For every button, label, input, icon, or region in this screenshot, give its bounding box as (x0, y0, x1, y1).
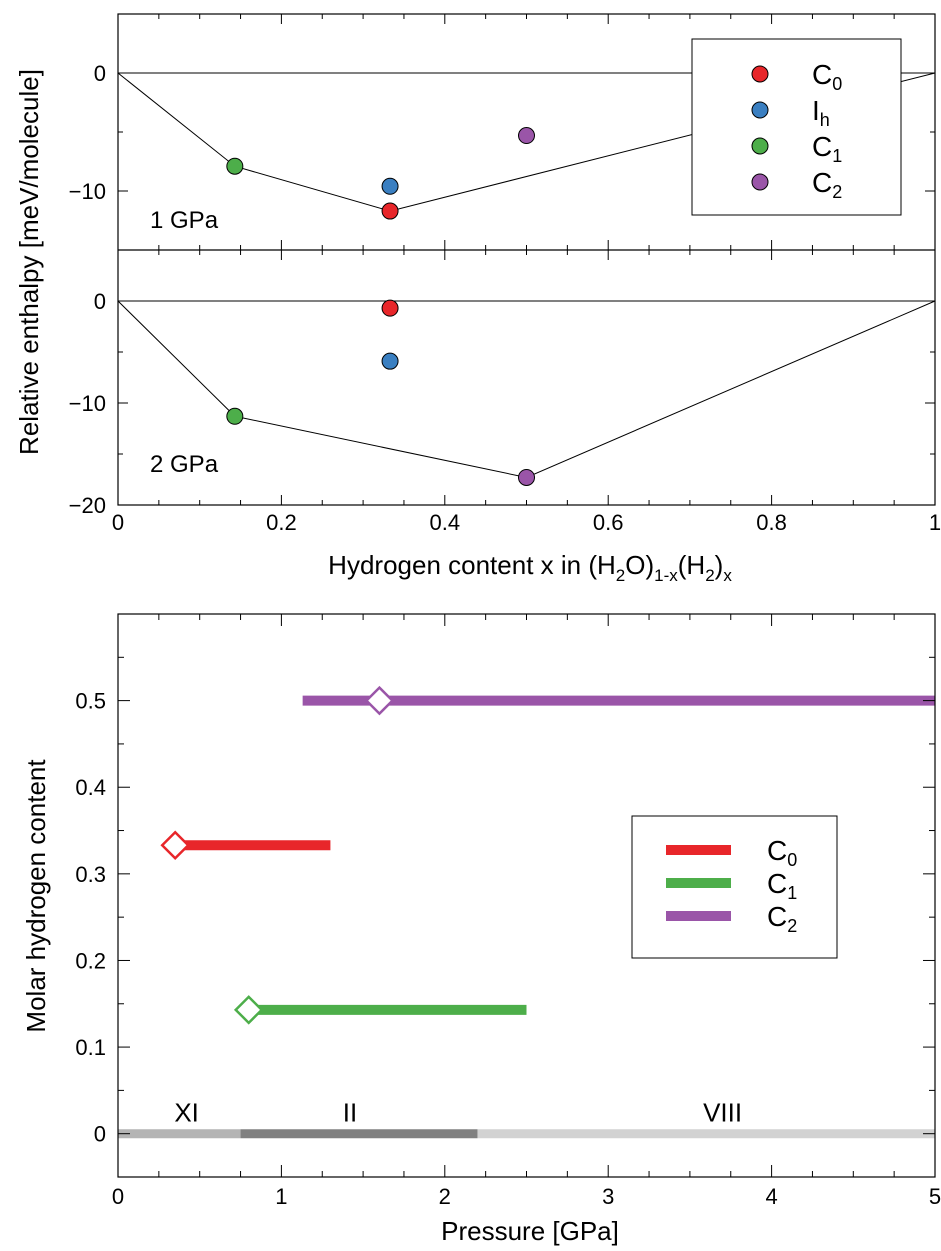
legend-entry-sub: 1 (832, 146, 842, 166)
top-xtick-label: 0.2 (266, 510, 297, 535)
legend-entry-main: C (812, 131, 832, 162)
lower-panel-ytick-label: 0 (94, 289, 106, 314)
lower-panel-ytick-label: −10 (69, 391, 106, 416)
bottom-plot-frame (117, 613, 936, 1178)
bottom-xtick-label: 5 (929, 1184, 941, 1209)
upper-panel-convex-hull (117, 72, 936, 212)
data-point (381, 352, 399, 370)
bottom-ytick-label: 0.5 (75, 689, 106, 714)
bottom-ytick-label: 0.1 (75, 1035, 106, 1060)
data-point (518, 127, 535, 145)
diamond-marker (160, 830, 190, 861)
bottom-xtick-label: 3 (602, 1184, 614, 1209)
x-axis-label-part: x (723, 566, 732, 585)
legend-marker (751, 137, 769, 155)
legend-entry: C2 (812, 167, 842, 202)
legend-entry: C0 (812, 59, 842, 94)
legend-entry-sub: 0 (832, 74, 842, 94)
lower-panel: 0 −10 −20 2 GPa (69, 249, 936, 518)
x-axis-label-part: (H (678, 550, 705, 580)
bottom-legend-entry-sub: 2 (787, 916, 797, 936)
legend-entry-main: C (812, 167, 832, 198)
legend-marker (751, 101, 769, 119)
bottom-legend-entry-main: C (767, 835, 787, 866)
legend-entry-main: C (812, 59, 832, 90)
bottom-panel: XI II VIII 0 0.1 0.2 0.3 0.4 0.5 0 1 2 3 4 5 (75, 614, 941, 1209)
top-xtick-label: 0 (112, 510, 124, 535)
top-xtick-label: 1 (929, 510, 941, 535)
lower-panel-ytick-label: −20 (69, 493, 106, 518)
bottom-xtick-label: 4 (765, 1184, 777, 1209)
diamond-marker (364, 685, 395, 716)
bottom-legend-entry-sub: 1 (787, 883, 797, 903)
bottom-ytick-label: 0.4 (75, 775, 106, 800)
top-xtick-label: 0.8 (756, 510, 787, 535)
bottom-legend-box (631, 815, 838, 959)
bottom-legend-entry-main: C (767, 901, 787, 932)
upper-panel-ytick-label: 0 (94, 61, 106, 86)
phase-label: VIII (703, 1098, 742, 1128)
upper-panel-pressure-label: 1 GPa (150, 207, 219, 234)
top-x-axis-label: Hydrogen content x in (H2O)1-x(H2)x (328, 550, 732, 585)
bottom-ytick-label: 0 (94, 1122, 106, 1147)
bottom-xtick-label: 0 (112, 1184, 124, 1209)
data-point (226, 407, 244, 425)
bottom-legend-entry: C2 (767, 901, 797, 936)
bottom-xtick-label: 1 (275, 1184, 287, 1209)
x-axis-label-part: 2 (616, 566, 625, 585)
x-axis-label-part: O) (625, 550, 654, 580)
top-legend-box (691, 38, 902, 216)
diamond-marker (233, 995, 264, 1025)
bottom-legend-entry: C1 (767, 868, 797, 903)
bottom-xtick-label: 2 (439, 1184, 451, 1209)
lower-panel-convex-hull (117, 300, 936, 478)
legend-entry-sub: h (820, 110, 830, 130)
data-point (226, 157, 244, 175)
bottom-legend-entry: C0 (767, 835, 797, 870)
legend-entry-sub: 2 (832, 182, 842, 202)
data-point (381, 177, 399, 195)
legend-marker (751, 173, 769, 191)
legend-entry: C1 (812, 131, 842, 166)
bottom-ytick-label: 0.2 (75, 948, 106, 973)
data-point (381, 202, 399, 220)
legend-entry-main: I (812, 95, 820, 126)
top-y-axis-label: Relative enthalpy [meV/molecule] (14, 69, 44, 455)
bottom-x-axis-label: Pressure [GPa] (441, 1216, 619, 1246)
data-point (381, 299, 399, 317)
phase-label: II (343, 1098, 357, 1128)
lower-panel-pressure-label: 2 GPa (150, 451, 219, 478)
upper-panel-ytick-label: −10 (69, 179, 106, 204)
data-point (518, 468, 535, 486)
legend-entry: Ih (812, 95, 830, 130)
bottom-legend-entry-sub: 0 (787, 850, 797, 870)
top-xtick-label: 0.6 (593, 510, 624, 535)
bottom-y-axis-label: Molar hydrogen content (21, 759, 51, 1033)
top-plot-frame (117, 13, 936, 506)
phase-label: XI (174, 1098, 199, 1128)
x-axis-label-part: 1-x (654, 566, 678, 585)
top-xtick-label: 0.4 (430, 510, 461, 535)
legend-marker (751, 65, 769, 83)
bottom-ytick-label: 0.3 (75, 862, 106, 887)
upper-panel: 0 −10 1 GPa (69, 13, 936, 251)
bottom-legend-entry-main: C (767, 868, 787, 899)
x-axis-label-part: 2 (705, 566, 714, 585)
x-axis-label-part: ) (715, 550, 724, 580)
x-axis-label-part: Hydrogen content x in (H (328, 550, 616, 580)
